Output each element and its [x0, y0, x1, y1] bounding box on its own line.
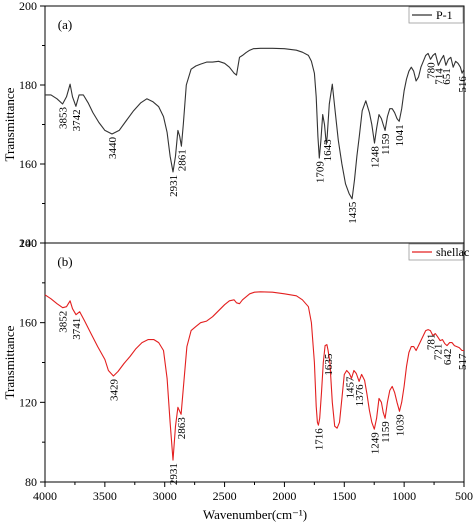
peak-label: 1709	[314, 161, 326, 184]
peak-label: 1457	[344, 376, 356, 399]
y-tick-label: 120	[19, 395, 37, 409]
x-tick-label: 2000	[272, 489, 296, 503]
peak-label: 3853	[58, 106, 70, 128]
spectrum-line	[44, 291, 464, 461]
x-tick-label: 2500	[213, 489, 237, 503]
x-tick-label: 1000	[392, 489, 416, 503]
peak-label: 2863	[176, 417, 188, 440]
panel-label: (a)	[58, 17, 72, 32]
y-axis-label: Transmittance	[2, 325, 17, 399]
peak-label: 517	[457, 353, 469, 370]
y-tick-label: 160	[19, 316, 37, 330]
peak-label: 1716	[313, 428, 325, 451]
y-tick-label: 160	[19, 157, 37, 171]
panel-a-p1-spectrum: 140 160 180 200 Transmittance (a) P-1 3853 3742 3…	[2, 0, 469, 250]
peak-label: 721	[433, 344, 445, 361]
peak-label: 780	[425, 62, 437, 79]
peak-label: 1249	[369, 432, 381, 455]
y-tick-label: 180	[19, 78, 37, 92]
peak-label: 3852	[58, 311, 70, 333]
y-tick-label: 80	[25, 475, 37, 489]
peak-label: 651	[441, 68, 453, 85]
peak-label: 1041	[394, 124, 406, 146]
legend-label: P-1	[436, 8, 453, 22]
peak-label: 1635	[323, 353, 335, 376]
peak-label: 1435	[347, 201, 359, 224]
spectrum-line	[45, 47, 465, 200]
panel-label: (b)	[57, 254, 72, 269]
peak-label: 516	[457, 76, 469, 93]
peak-label: 1248	[369, 146, 381, 169]
peak-label: 2931	[168, 463, 180, 485]
peak-label: 1159	[380, 133, 392, 155]
peak-label: 2931	[168, 175, 180, 197]
legend-label: shellac	[436, 245, 469, 259]
x-tick-label: 3000	[153, 489, 177, 503]
peak-label: 642	[442, 349, 454, 366]
legend-box	[408, 6, 464, 24]
y-axis-label: Transmittance	[2, 87, 17, 161]
x-tick-label: 1500	[332, 489, 356, 503]
x-tick-label: 500	[455, 489, 473, 503]
peak-label: 3741	[71, 318, 83, 340]
y-tick-label: 200	[19, 236, 37, 250]
x-tick-label: 4000	[33, 489, 57, 503]
legend-box	[408, 243, 464, 261]
peak-label: 3429	[108, 379, 120, 402]
peak-label: 3440	[107, 136, 119, 159]
plot-frame	[44, 242, 465, 483]
peak-label: 2861	[176, 149, 188, 171]
peak-label: 714	[433, 68, 445, 85]
peak-label: 1376	[354, 384, 366, 407]
x-axis-label: Wavenumber(cm⁻¹)	[203, 507, 307, 522]
peak-label: 3742	[71, 109, 83, 131]
y-tick-label: 140	[19, 236, 37, 250]
peak-label: 1039	[394, 414, 406, 437]
y-tick-label: 200	[19, 0, 37, 13]
peak-label: 1643	[322, 139, 334, 162]
panel-b-shellac-spectrum: 80 120 160 200 4000 3500 3000 2500 2000 1500 1000 5…	[2, 236, 473, 503]
peak-label: 1159	[380, 421, 392, 443]
x-tick-label: 3500	[93, 489, 117, 503]
peak-label: 781	[425, 334, 437, 351]
